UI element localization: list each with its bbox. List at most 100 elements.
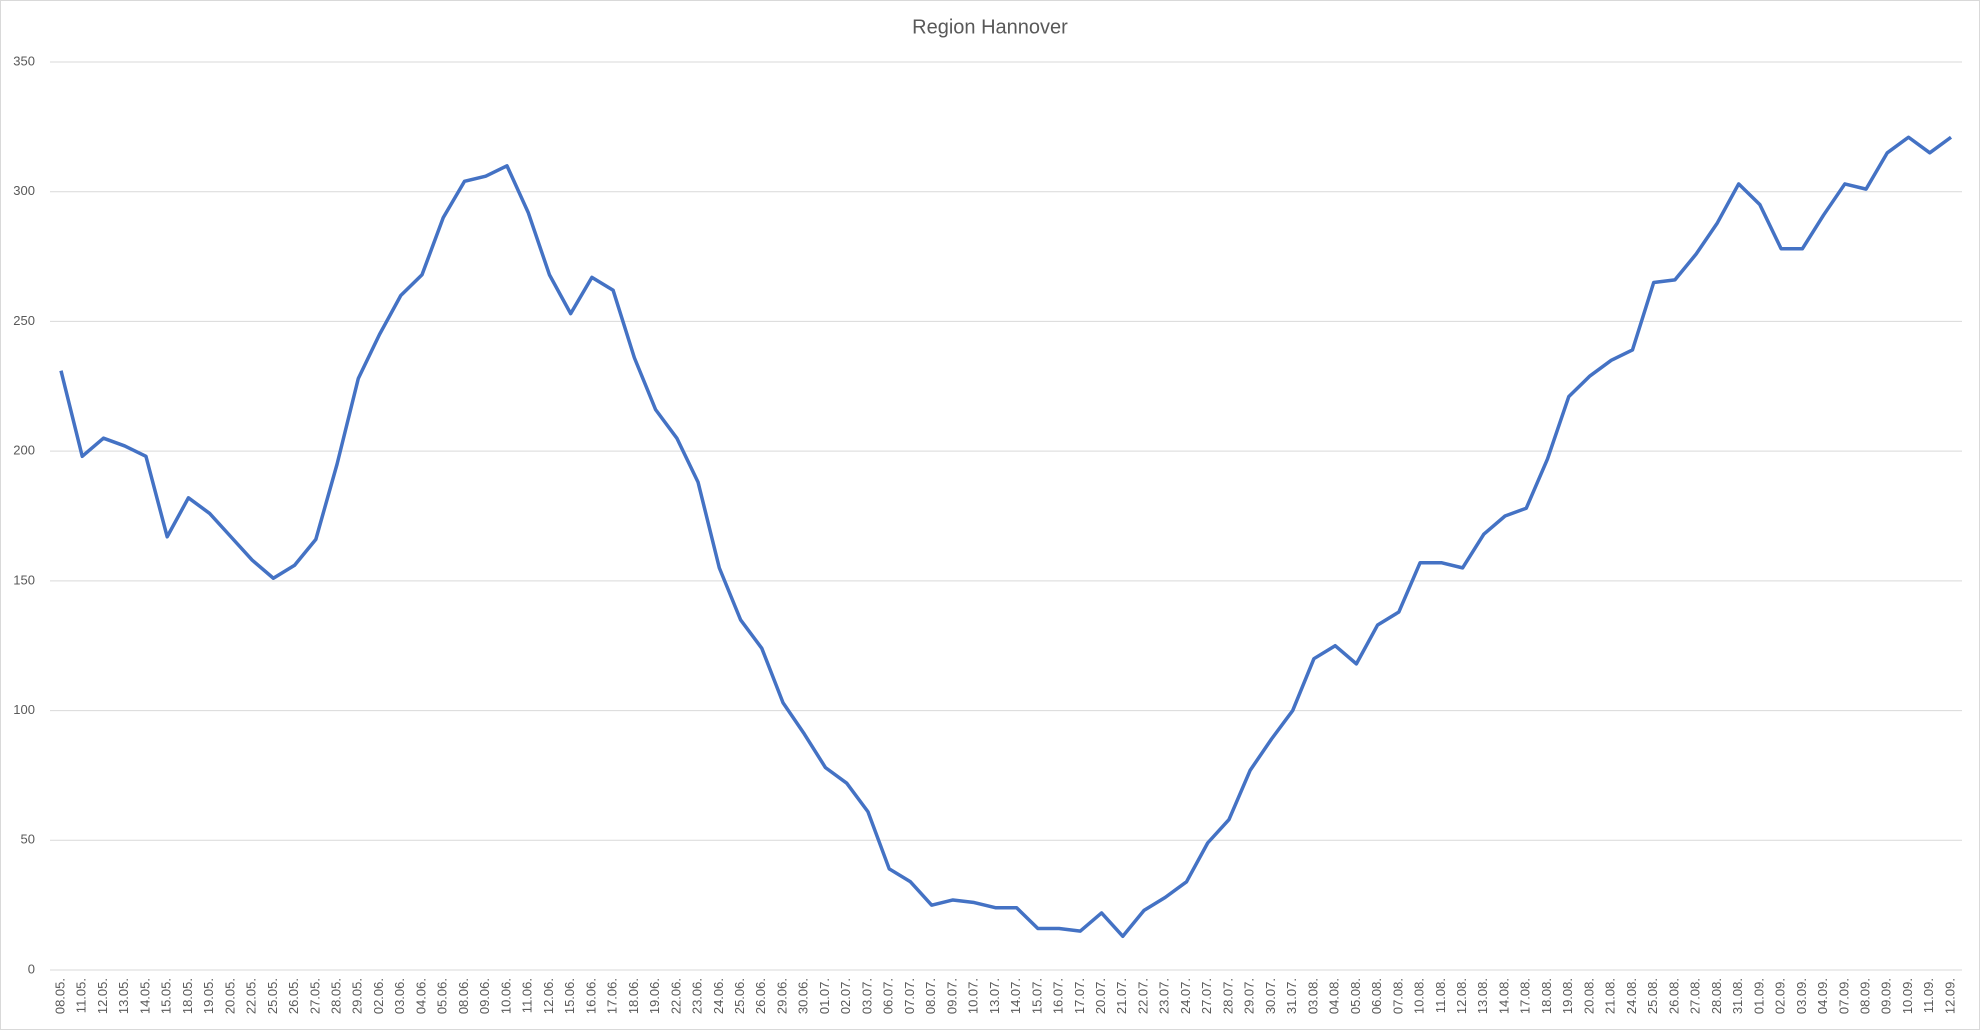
x-tick-label: 17.07. <box>1072 978 1087 1014</box>
x-tick-label: 31.08. <box>1730 978 1745 1014</box>
x-tick-label: 11.06. <box>520 978 535 1013</box>
y-tick-label: 350 <box>13 53 35 68</box>
x-tick-label: 29.07. <box>1242 978 1257 1014</box>
x-tick-label: 20.08. <box>1581 978 1596 1014</box>
x-tick-label: 02.06. <box>371 978 386 1014</box>
x-tick-label: 04.09. <box>1815 978 1830 1014</box>
x-tick-label: 13.08. <box>1475 978 1490 1014</box>
x-tick-label: 09.06. <box>477 978 492 1014</box>
y-tick-label: 250 <box>13 313 35 328</box>
x-tick-label: 01.07. <box>817 978 832 1014</box>
x-tick-label: 18.05. <box>180 978 195 1014</box>
x-tick-label: 28.05. <box>329 978 344 1014</box>
x-tick-label: 10.06. <box>498 978 513 1014</box>
x-tick-label: 13.07. <box>987 978 1002 1014</box>
x-tick-label: 05.06. <box>435 978 450 1014</box>
x-tick-label: 03.06. <box>392 978 407 1014</box>
x-tick-label: 14.08. <box>1496 978 1511 1014</box>
y-tick-label: 50 <box>21 832 35 847</box>
x-tick-label: 11.09. <box>1921 978 1936 1013</box>
x-tick-label: 21.07. <box>1114 978 1129 1014</box>
y-tick-label: 200 <box>13 443 35 458</box>
x-tick-label: 03.07. <box>859 978 874 1014</box>
x-tick-label: 24.07. <box>1178 978 1193 1014</box>
x-tick-label: 03.09. <box>1794 978 1809 1014</box>
x-tick-label: 29.05. <box>350 978 365 1014</box>
x-tick-label: 13.05. <box>116 978 131 1014</box>
x-tick-label: 26.08. <box>1666 978 1681 1014</box>
x-tick-label: 08.05. <box>52 978 67 1014</box>
x-tick-label: 19.05. <box>201 978 216 1014</box>
x-tick-label: 24.06. <box>711 978 726 1014</box>
x-tick-label: 26.05. <box>286 978 301 1014</box>
x-tick-label: 30.06. <box>796 978 811 1014</box>
x-tick-label: 14.07. <box>1008 978 1023 1014</box>
x-tick-label: 19.08. <box>1560 978 1575 1014</box>
x-tick-label: 30.07. <box>1263 978 1278 1014</box>
x-tick-label: 12.09. <box>1942 978 1957 1014</box>
x-tick-label: 24.08. <box>1624 978 1639 1014</box>
chart-title: Region Hannover <box>912 16 1068 38</box>
x-tick-label: 02.09. <box>1773 978 1788 1014</box>
x-tick-label: 06.07. <box>881 978 896 1014</box>
x-tick-label: 09.09. <box>1879 978 1894 1014</box>
x-tick-label: 07.09. <box>1836 978 1851 1014</box>
x-tick-label: 14.05. <box>137 978 152 1014</box>
x-tick-label: 01.09. <box>1751 978 1766 1014</box>
x-tick-label: 10.08. <box>1412 978 1427 1014</box>
x-tick-label: 18.06. <box>626 978 641 1014</box>
x-tick-label: 08.06. <box>456 978 471 1014</box>
x-tick-label: 15.07. <box>1029 978 1044 1014</box>
y-tick-label: 150 <box>13 572 35 587</box>
x-tick-label: 05.08. <box>1348 978 1363 1014</box>
x-tick-label: 29.06. <box>774 978 789 1014</box>
x-tick-label: 18.08. <box>1539 978 1554 1014</box>
x-tick-label: 21.08. <box>1603 978 1618 1014</box>
x-tick-label: 11.08. <box>1433 978 1448 1013</box>
x-tick-label: 25.06. <box>732 978 747 1014</box>
x-tick-label: 08.09. <box>1857 978 1872 1014</box>
x-tick-label: 22.06. <box>668 978 683 1014</box>
x-tick-label: 22.07. <box>1135 978 1150 1014</box>
x-tick-label: 12.05. <box>95 978 110 1014</box>
x-tick-label: 09.07. <box>944 978 959 1014</box>
x-tick-label: 07.08. <box>1390 978 1405 1014</box>
x-tick-label: 20.07. <box>1093 978 1108 1014</box>
x-tick-label: 15.05. <box>159 978 174 1014</box>
x-tick-label: 28.07. <box>1220 978 1235 1014</box>
x-tick-label: 10.07. <box>966 978 981 1014</box>
x-tick-label: 23.06. <box>690 978 705 1014</box>
y-tick-label: 0 <box>28 961 35 976</box>
x-tick-label: 27.05. <box>307 978 322 1014</box>
x-tick-label: 27.08. <box>1688 978 1703 1014</box>
x-tick-label: 02.07. <box>838 978 853 1014</box>
x-tick-label: 15.06. <box>562 978 577 1014</box>
y-tick-label: 100 <box>13 702 35 717</box>
x-tick-label: 25.05. <box>265 978 280 1014</box>
x-tick-label: 16.06. <box>583 978 598 1014</box>
data-line <box>59 135 1953 939</box>
x-tick-label: 12.08. <box>1454 978 1469 1014</box>
x-tick-label: 19.06. <box>647 978 662 1014</box>
x-tick-label: 08.07. <box>923 978 938 1014</box>
x-tick-label: 20.05. <box>222 978 237 1014</box>
x-tick-label: 25.08. <box>1645 978 1660 1014</box>
x-tick-label: 27.07. <box>1199 978 1214 1014</box>
x-tick-label: 26.06. <box>753 978 768 1014</box>
x-tick-label: 17.06. <box>605 978 620 1014</box>
x-tick-label: 04.06. <box>413 978 428 1014</box>
x-tick-label: 16.07. <box>1051 978 1066 1014</box>
x-tick-label: 23.07. <box>1157 978 1172 1014</box>
y-tick-label: 300 <box>13 183 35 198</box>
x-tick-label: 07.07. <box>902 978 917 1014</box>
x-tick-label: 22.05. <box>244 978 259 1014</box>
x-tick-label: 03.08. <box>1305 978 1320 1014</box>
x-tick-label: 17.08. <box>1518 978 1533 1014</box>
x-tick-label: 28.08. <box>1709 978 1724 1014</box>
x-tick-label: 06.08. <box>1369 978 1384 1014</box>
x-tick-label: 04.08. <box>1327 978 1342 1014</box>
x-tick-label: 12.06. <box>541 978 556 1014</box>
x-tick-label: 31.07. <box>1284 978 1299 1014</box>
